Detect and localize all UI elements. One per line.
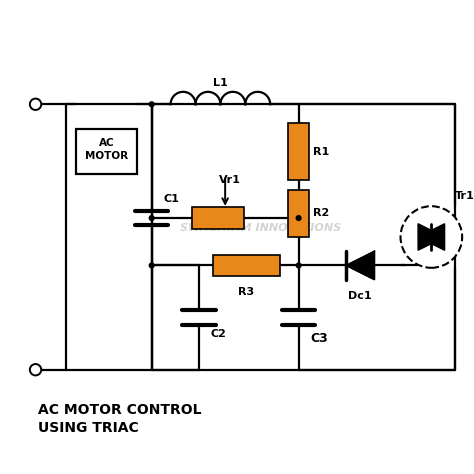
Text: C1: C1: [164, 194, 179, 204]
Text: Vr1: Vr1: [219, 175, 241, 185]
Text: Dc1: Dc1: [348, 291, 372, 301]
Text: AC
MOTOR: AC MOTOR: [85, 138, 128, 161]
Circle shape: [401, 206, 462, 268]
Circle shape: [149, 216, 154, 220]
Circle shape: [296, 263, 301, 268]
Text: AC MOTOR CONTROL
USING TRIAC: AC MOTOR CONTROL USING TRIAC: [38, 403, 201, 435]
Bar: [76, 129, 137, 174]
Polygon shape: [418, 224, 445, 250]
Text: C2: C2: [211, 329, 227, 339]
Polygon shape: [346, 251, 374, 280]
Polygon shape: [418, 224, 445, 250]
Bar: [192, 208, 244, 229]
Text: R1: R1: [313, 146, 329, 157]
Text: C3: C3: [310, 332, 328, 346]
Text: Tr1: Tr1: [455, 191, 474, 201]
Text: R2: R2: [313, 208, 329, 219]
Bar: [288, 190, 309, 237]
Text: R3: R3: [238, 286, 255, 297]
Bar: [213, 255, 280, 276]
Text: L1: L1: [213, 78, 228, 88]
Bar: [288, 123, 309, 180]
Circle shape: [296, 216, 301, 220]
Circle shape: [149, 263, 154, 268]
Circle shape: [30, 99, 41, 110]
Circle shape: [149, 102, 154, 107]
Circle shape: [30, 364, 41, 375]
Text: SWAGATAM INNOVATIONS: SWAGATAM INNOVATIONS: [180, 222, 341, 233]
